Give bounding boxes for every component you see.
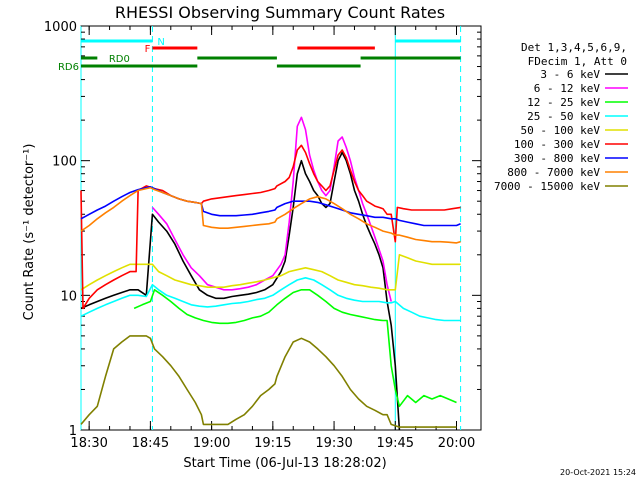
x-tick-label: 19:45: [377, 436, 414, 451]
legend: Det 1,3,4,5,6,9,FDecim 1, Att 03 - 6 keV…: [494, 41, 628, 193]
legend-entry-label: 50 - 100 keV: [521, 124, 601, 137]
y-tick-label: 10: [60, 289, 77, 304]
series-line-6: [80, 186, 461, 227]
series-line-4: [80, 254, 461, 291]
legend-entry-label: 3 - 6 keV: [540, 68, 600, 81]
legend-header-line: Det 1,3,4,5,6,9,: [521, 41, 627, 54]
y-axis-label: Count Rate (s⁻¹ detector⁻¹): [22, 144, 37, 321]
legend-entry-label: 12 - 25 keV: [527, 96, 600, 109]
y-tick-label: 100: [52, 155, 77, 170]
legend-entry-label: 100 - 300 keV: [514, 138, 600, 151]
series-line-2: [133, 288, 457, 408]
legend-entry-label: 300 - 800 keV: [514, 152, 600, 165]
series-line-3: [80, 276, 461, 322]
series-line-1: [151, 116, 392, 302]
legend-entry-label: 800 - 7000 keV: [507, 166, 600, 179]
chart-title: RHESSI Observing Summary Count Rates: [115, 3, 445, 22]
x-tick-label: 20:00: [438, 436, 475, 451]
legend-entry-label: 25 - 50 keV: [527, 110, 600, 123]
x-axis-label: Start Time (06-Jul-13 18:28:02): [183, 456, 386, 471]
x-tick-label: 18:30: [70, 436, 107, 451]
flag-label-rd6: RD6: [58, 62, 79, 73]
x-tick-label: 19:00: [193, 436, 230, 451]
x-tick-label: 19:30: [315, 436, 352, 451]
x-tick-label: 18:45: [132, 436, 169, 451]
y-tick-label: 1: [69, 424, 77, 439]
legend-entry-label: 7000 - 15000 keV: [494, 180, 600, 193]
x-tick-label: 19:15: [254, 436, 291, 451]
plot-area: 1 10 100 1000 18:30 18:45 19:00 19:15 19:30 19:45…: [44, 20, 482, 451]
legend-entry-label: 6 - 12 keV: [534, 82, 601, 95]
flag-label-rd0: RD0: [109, 54, 130, 65]
y-tick-label: 1000: [44, 20, 77, 35]
footer-timestamp: 20-Oct-2021 15:24: [560, 468, 636, 477]
flag-label-n: N: [157, 37, 164, 48]
series-line-8: [80, 335, 457, 428]
flag-label-f: F: [145, 44, 151, 55]
series-line-7: [80, 186, 461, 244]
legend-header-line: FDecim 1, Att 0: [528, 55, 627, 68]
